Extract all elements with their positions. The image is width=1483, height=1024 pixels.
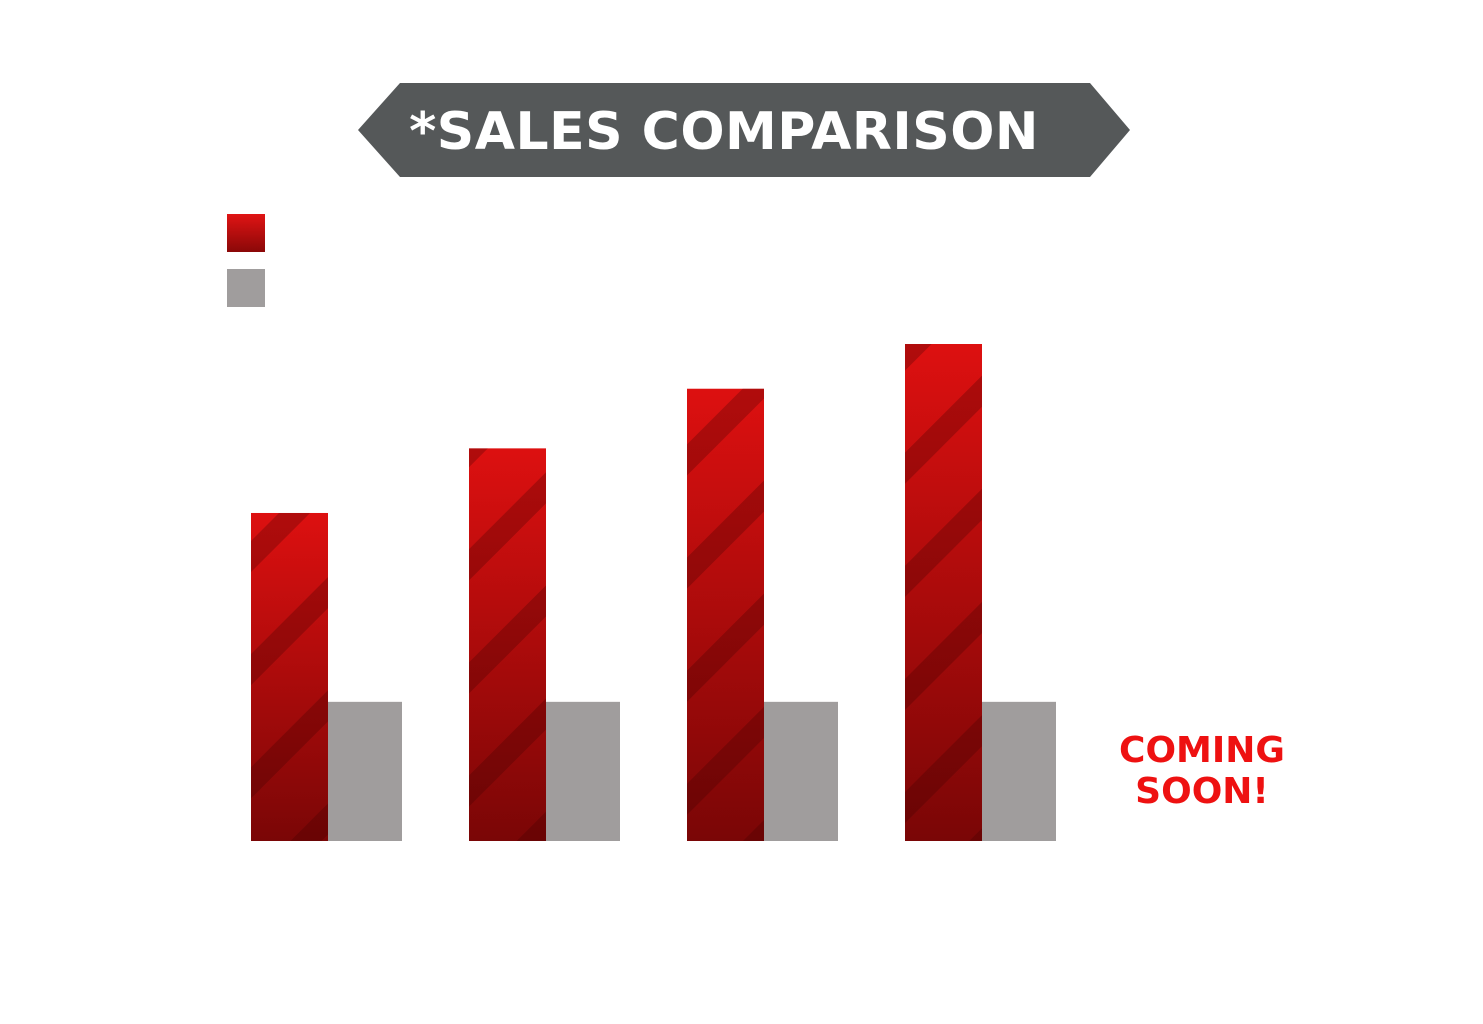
- legend-swatch-series-1: [227, 214, 265, 252]
- bar-series-1-stripes-2: [469, 448, 546, 841]
- bar-series-2-3: [764, 701, 838, 841]
- coming-soon-line-2: SOON!: [1135, 771, 1269, 812]
- legend-swatch-series-2: [227, 269, 265, 307]
- legend: [227, 214, 265, 307]
- title-banner-shape: [358, 83, 1130, 177]
- bar-series-1-stripes-3: [687, 388, 764, 841]
- bar-series-1-stripes-1: [251, 512, 328, 841]
- coming-soon-line-1: COMING: [1119, 730, 1285, 771]
- bar-series-2-1: [328, 701, 402, 841]
- bar-series-1-stripes-4: [905, 344, 982, 841]
- bar-series-2-2: [546, 701, 620, 841]
- bar-series-2-4: [982, 701, 1056, 841]
- chart-title: *SALES COMPARISON: [409, 102, 1039, 162]
- coming-soon-annotation: COMING SOON!: [1119, 730, 1285, 812]
- title-banner: *SALES COMPARISON: [358, 83, 1130, 177]
- bars: [251, 344, 1056, 841]
